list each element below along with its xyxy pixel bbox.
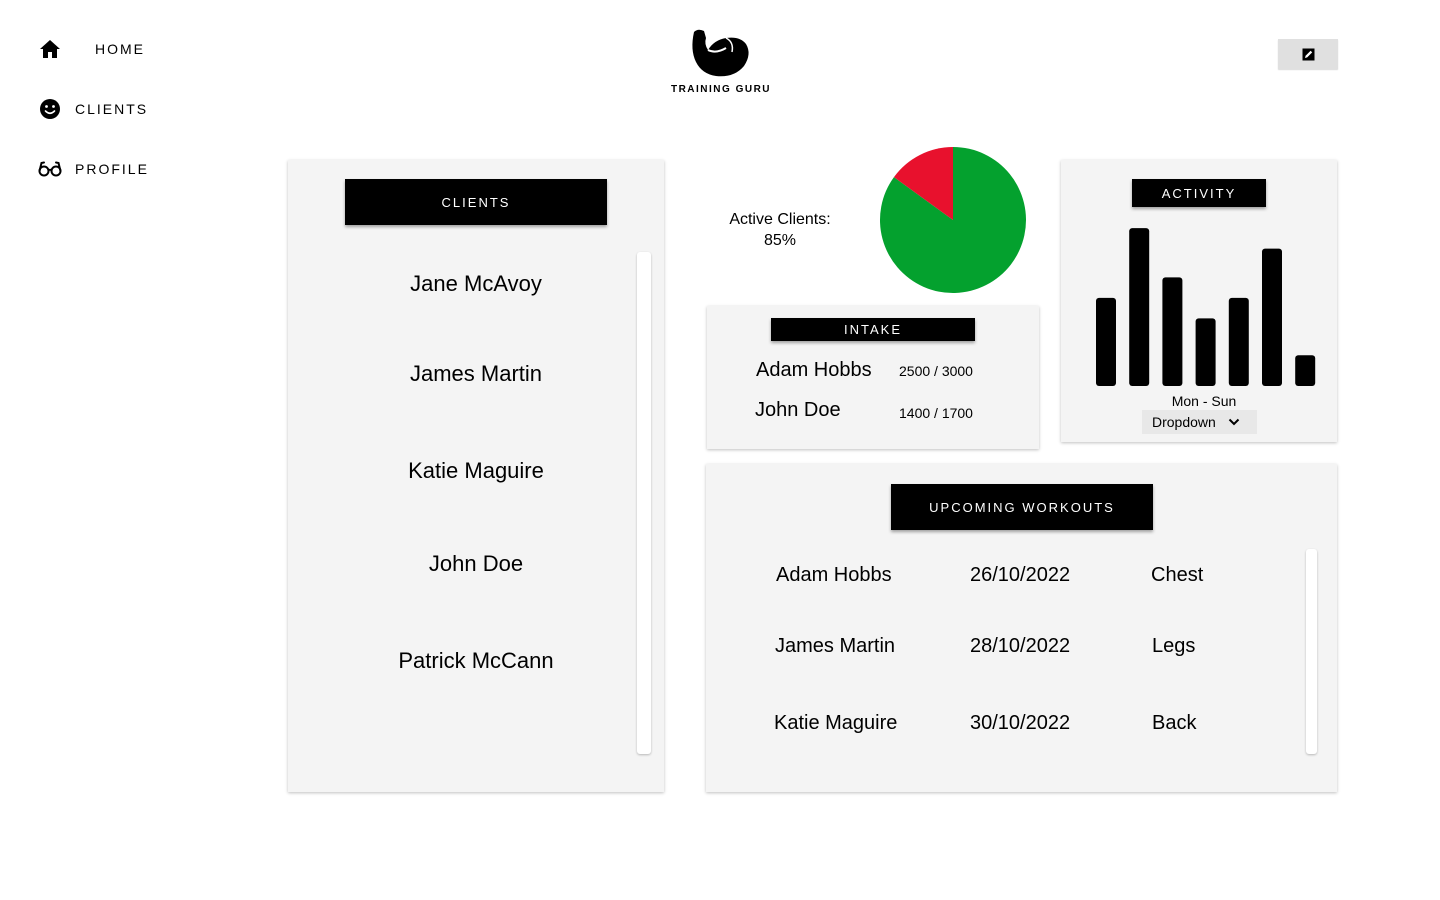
workout-type: Back [1152, 712, 1197, 734]
chevron-down-icon [1228, 418, 1240, 426]
activity-bar [1228, 297, 1249, 386]
upcoming-workouts-panel: UPCOMING WORKOUTS Adam Hobbs 26/10/2022 … [706, 464, 1337, 792]
workouts-scrollbar[interactable] [1306, 549, 1317, 754]
glasses-icon [38, 157, 62, 181]
nav-item-home[interactable]: HOME [38, 35, 145, 63]
upcoming-workouts-header[interactable]: UPCOMING WORKOUTS [891, 484, 1153, 530]
client-list-item[interactable]: Patrick McCann [398, 648, 554, 673]
client-list-item[interactable]: James Martin [409, 361, 543, 386]
workout-date: 30/10/2022 [970, 712, 1071, 734]
activity-panel: ACTIVITY Mon - Sun Dropdown [1061, 160, 1337, 442]
intake-row-value: 2500 / 3000 [899, 363, 973, 379]
workout-date: 28/10/2022 [970, 635, 1071, 657]
dropdown-label: Dropdown [1152, 414, 1216, 430]
intake-row-name: Adam Hobbs [756, 359, 872, 381]
workout-client-name[interactable]: James Martin [775, 635, 896, 657]
activity-x-axis-label: Mon - Sun [1171, 393, 1237, 409]
activity-bar [1096, 297, 1116, 386]
home-icon [38, 37, 62, 61]
active-clients-label: Active Clients: 85% [720, 209, 840, 251]
workout-client-name[interactable]: Katie Maguire [774, 712, 898, 734]
client-list-item[interactable]: Katie Maguire [408, 458, 544, 483]
activity-bar [1162, 277, 1183, 386]
flexed-bicep-icon [692, 29, 749, 77]
clients-panel: CLIENTS Jane McAvoy James Martin Katie M… [288, 160, 664, 792]
client-list-item[interactable]: Jane McAvoy [410, 271, 542, 296]
intake-row-name: John Doe [755, 399, 841, 421]
workout-type: Legs [1152, 635, 1196, 657]
smiley-icon [38, 97, 62, 121]
logo-text: TRAINING GURU [670, 84, 772, 95]
edit-button[interactable] [1278, 39, 1338, 69]
intake-row-value: 1400 / 1700 [899, 405, 973, 421]
active-clients-value: 85% [763, 232, 797, 249]
nav-item-label: PROFILE [75, 161, 149, 177]
nav-item-profile[interactable]: PROFILE [38, 155, 149, 183]
workout-date: 26/10/2022 [970, 564, 1071, 586]
clients-header[interactable]: CLIENTS [345, 179, 607, 225]
pie-slice-inactive [893, 147, 953, 220]
activity-bar-chart [1096, 228, 1316, 386]
activity-bar [1262, 248, 1282, 386]
workout-type: Chest [1151, 564, 1204, 586]
logo: TRAINING GURU [668, 26, 774, 102]
intake-header[interactable]: INTAKE [771, 318, 975, 341]
nav-item-label: CLIENTS [75, 101, 149, 117]
client-list-item[interactable]: John Doe [428, 551, 524, 576]
nav-item-clients[interactable]: CLIENTS [38, 95, 148, 123]
active-clients-text: Active Clients: [729, 211, 831, 228]
edit-icon [1302, 48, 1314, 60]
nav-item-label: HOME [95, 41, 145, 57]
intake-panel: INTAKE Adam Hobbs 2500 / 3000 John Doe 1… [707, 306, 1039, 449]
activity-bar [1195, 318, 1216, 386]
clients-scrollbar[interactable] [637, 252, 651, 754]
activity-header[interactable]: ACTIVITY [1132, 179, 1266, 207]
activity-bar [1295, 355, 1316, 386]
activity-range-dropdown[interactable]: Dropdown [1142, 410, 1257, 434]
workout-client-name[interactable]: Adam Hobbs [776, 564, 892, 586]
activity-bar [1129, 228, 1150, 386]
active-clients-pie-chart [880, 147, 1026, 293]
